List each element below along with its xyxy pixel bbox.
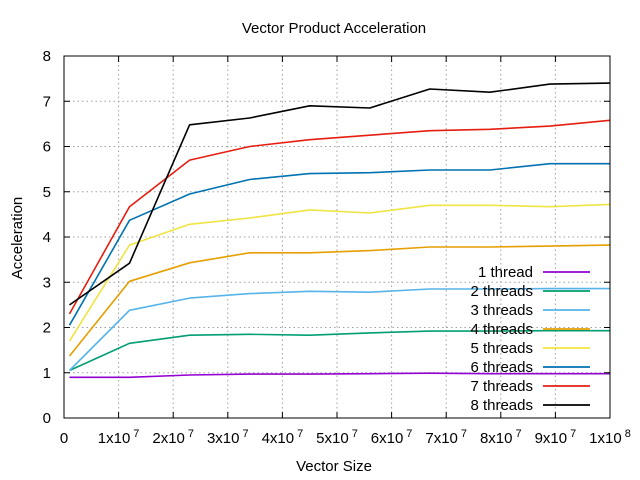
x-tick-label: 1x10 7 bbox=[98, 428, 140, 447]
y-tick-label: 6 bbox=[43, 139, 51, 156]
legend-label: 2 threads bbox=[470, 283, 533, 300]
y-tick-label: 7 bbox=[43, 93, 51, 110]
series-line-8 bbox=[69, 82, 611, 306]
x-tick-labels: 0 1x10 7 2x10 7 3x10 7 4x10 7 5x10 7 6x10 7 7x10 7 8x10… bbox=[60, 428, 631, 447]
x-tick-label: 2x10 7 bbox=[152, 428, 194, 447]
series-line-1 bbox=[69, 372, 610, 379]
y-tick-label: 1 bbox=[43, 365, 51, 382]
series-line-7 bbox=[68, 119, 611, 315]
y-tick-label: 8 bbox=[43, 48, 51, 65]
x-tick-label: 1x10 8 bbox=[589, 428, 631, 447]
series-line-6 bbox=[68, 162, 610, 326]
legend-label: 5 threads bbox=[470, 340, 533, 357]
legend-label: 1 thread bbox=[478, 264, 533, 281]
x-tick-label: 8x10 7 bbox=[480, 428, 522, 447]
x-tick-label: 4x10 7 bbox=[262, 428, 304, 447]
legend-label: 8 threads bbox=[470, 397, 533, 414]
y-tick-label: 4 bbox=[43, 229, 51, 246]
y-tick-label: 5 bbox=[43, 184, 51, 201]
x-tick-label: 3x10 7 bbox=[207, 428, 249, 447]
series-line-2 bbox=[69, 329, 610, 372]
series-line-3 bbox=[68, 287, 610, 372]
legend: 1 thread 2 threads 3 threads 4 threads 5 thr… bbox=[470, 264, 590, 414]
x-tick-label: 9x10 7 bbox=[535, 428, 577, 447]
chart-title: Vector Product Acceleration bbox=[242, 20, 426, 37]
y-tick-label: 3 bbox=[43, 274, 51, 291]
x-axis-label: Vector Size bbox=[296, 458, 372, 475]
y-tick-label: 0 bbox=[43, 410, 51, 427]
legend-label: 4 threads bbox=[470, 321, 533, 338]
legend-label: 3 threads bbox=[470, 302, 533, 319]
x-tick-label: 5x10 7 bbox=[316, 428, 358, 447]
series-line-4 bbox=[68, 244, 611, 357]
axis-ticks bbox=[63, 55, 611, 419]
x-tick-label: 7x10 7 bbox=[425, 428, 467, 447]
series-line-5 bbox=[68, 203, 611, 342]
y-axis-label: Acceleration bbox=[9, 197, 26, 280]
legend-label: 6 threads bbox=[470, 359, 533, 376]
grid-lines bbox=[64, 56, 610, 418]
x-tick-label: 0 bbox=[60, 430, 68, 447]
x-tick-label: 6x10 7 bbox=[371, 428, 413, 447]
legend-label: 7 threads bbox=[470, 378, 533, 395]
y-tick-labels: 0 1 2 3 4 5 6 7 8 bbox=[43, 48, 51, 427]
series-lines bbox=[68, 82, 611, 379]
y-tick-label: 2 bbox=[43, 320, 51, 337]
